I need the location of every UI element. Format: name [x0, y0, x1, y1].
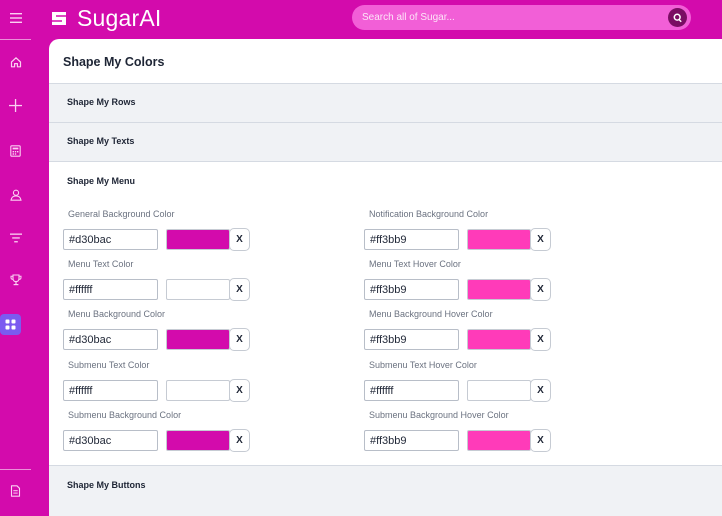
- color-swatch-menu-text[interactable]: [166, 279, 230, 300]
- menu-icon[interactable]: [0, 6, 31, 30]
- color-swatch-submenu-bg[interactable]: [166, 430, 230, 451]
- field-label-menu-bg: Menu Background Color: [68, 309, 166, 319]
- color-input-submenu-bg-hover[interactable]: #ff3bb9: [364, 430, 459, 451]
- color-input-submenu-bg[interactable]: #d30bac: [63, 430, 158, 451]
- color-input-notification-bg[interactable]: #ff3bb9: [364, 229, 459, 250]
- top-header: SugarAI: [31, 0, 722, 39]
- field-label-submenu-text: Submenu Text Color: [68, 360, 150, 370]
- color-input-general-bg[interactable]: #d30bac: [63, 229, 158, 250]
- clear-button-notification-bg[interactable]: X: [530, 228, 551, 251]
- field-label-menu-text-hover: Menu Text Hover Color: [369, 259, 461, 269]
- color-swatch-menu-bg-hover[interactable]: [467, 329, 531, 350]
- calculator-icon[interactable]: [0, 139, 31, 163]
- clear-button-submenu-bg[interactable]: X: [229, 429, 250, 452]
- section-label: Shape My Texts: [67, 136, 135, 146]
- clear-button-submenu-text[interactable]: X: [229, 379, 250, 402]
- field-label-submenu-bg: Submenu Background Color: [68, 410, 182, 420]
- page-title: Shape My Colors: [63, 55, 165, 69]
- field-label-submenu-text-hover: Submenu Text Hover Color: [369, 360, 477, 370]
- trophy-icon[interactable]: [0, 268, 31, 292]
- section-shape-my-menu: Shape My Menu: [49, 161, 722, 466]
- color-input-submenu-text-hover[interactable]: #ffffff: [364, 380, 459, 401]
- sidebar-divider: [0, 469, 31, 470]
- color-swatch-submenu-bg-hover[interactable]: [467, 430, 531, 451]
- search-button[interactable]: [668, 8, 687, 27]
- color-swatch-menu-bg[interactable]: [166, 329, 230, 350]
- sidebar: [0, 0, 31, 516]
- filter-icon[interactable]: [0, 226, 31, 250]
- clear-button-menu-bg-hover[interactable]: X: [530, 328, 551, 351]
- search-icon: [673, 13, 682, 22]
- color-swatch-submenu-text-hover[interactable]: [467, 380, 531, 401]
- clear-button-menu-text-hover[interactable]: X: [530, 278, 551, 301]
- clear-button-general-bg[interactable]: X: [229, 228, 250, 251]
- section-label: Shape My Menu: [67, 176, 136, 186]
- color-swatch-menu-text-hover[interactable]: [467, 279, 531, 300]
- main-panel: Shape My Colors Shape My Rows Shape My T…: [49, 39, 722, 516]
- color-input-menu-text-hover[interactable]: #ff3bb9: [364, 279, 459, 300]
- color-input-menu-bg[interactable]: #d30bac: [63, 329, 158, 350]
- clear-button-menu-bg[interactable]: X: [229, 328, 250, 351]
- color-swatch-notification-bg[interactable]: [467, 229, 531, 250]
- field-label-menu-text: Menu Text Color: [68, 259, 134, 269]
- app-logo[interactable]: SugarAI: [50, 4, 162, 32]
- color-swatch-general-bg[interactable]: [166, 229, 230, 250]
- section-shape-my-texts[interactable]: Shape My Texts: [49, 122, 722, 162]
- field-label-menu-bg-hover: Menu Background Hover Color: [369, 309, 493, 319]
- clear-button-menu-text[interactable]: X: [229, 278, 250, 301]
- section-shape-my-buttons[interactable]: Shape My Buttons: [49, 465, 722, 516]
- document-icon[interactable]: [0, 479, 31, 503]
- search-input[interactable]: [352, 12, 668, 23]
- home-icon[interactable]: [0, 50, 31, 74]
- user-icon[interactable]: [0, 183, 31, 207]
- field-label-notification-bg: Notification Background Color: [369, 209, 489, 219]
- app-name: SugarAI: [77, 4, 162, 31]
- apps-grid-icon[interactable]: [0, 314, 21, 335]
- sidebar-divider: [0, 39, 31, 40]
- color-swatch-submenu-text[interactable]: [166, 380, 230, 401]
- section-label: Shape My Rows: [67, 97, 136, 107]
- color-input-submenu-text[interactable]: #ffffff: [63, 380, 158, 401]
- section-label: Shape My Buttons: [67, 480, 146, 490]
- field-label-submenu-bg-hover: Submenu Background Hover Color: [369, 410, 509, 420]
- sugar-s-logo-icon: [52, 11, 66, 25]
- clear-button-submenu-bg-hover[interactable]: X: [530, 429, 551, 452]
- plus-icon[interactable]: [0, 93, 31, 117]
- color-input-menu-bg-hover[interactable]: #ff3bb9: [364, 329, 459, 350]
- global-search: [352, 5, 691, 30]
- color-input-menu-text[interactable]: #ffffff: [63, 279, 158, 300]
- clear-button-submenu-text-hover[interactable]: X: [530, 379, 551, 402]
- field-label-general-bg: General Background Color: [68, 209, 175, 219]
- section-shape-my-rows[interactable]: Shape My Rows: [49, 83, 722, 123]
